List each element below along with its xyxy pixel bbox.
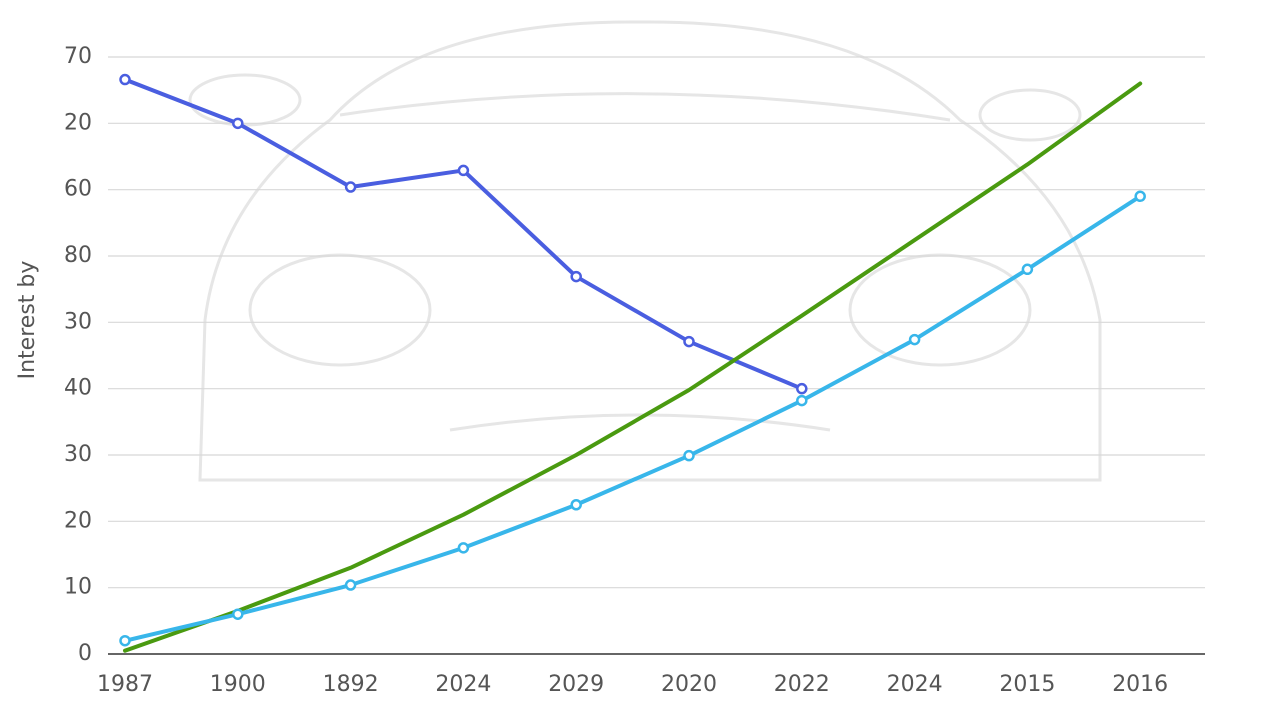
y-tick-label: 80 — [64, 243, 92, 268]
series-line — [123, 81, 1143, 653]
data-point — [344, 579, 357, 591]
y-tick-label: 70 — [64, 44, 92, 69]
series-line — [123, 77, 804, 391]
y-tick-label: 60 — [64, 177, 92, 202]
x-tick-label: 2020 — [661, 672, 717, 697]
x-tick-label: 1892 — [323, 672, 379, 697]
series-line — [123, 194, 1143, 643]
data-point — [344, 181, 357, 193]
data-point — [570, 270, 582, 283]
data-point — [119, 634, 131, 647]
data-point — [796, 394, 808, 407]
data-point — [908, 333, 921, 346]
data-point — [683, 335, 695, 348]
y-tick-label: 20 — [64, 508, 92, 533]
x-tick-label: 2024 — [887, 672, 943, 697]
data-point — [232, 117, 244, 130]
data-point — [1021, 263, 1034, 276]
x-tick-label: 2022 — [774, 672, 830, 697]
x-tick-label: 2024 — [435, 672, 491, 697]
background-sketch — [188, 20, 1102, 482]
x-tick-label: 2029 — [548, 672, 604, 697]
x-tick-label: 1900 — [210, 672, 266, 697]
y-tick-label: 30 — [64, 442, 92, 467]
data-point — [683, 449, 695, 462]
y-tick-label: 40 — [64, 376, 92, 401]
data-point — [119, 73, 131, 86]
data-point — [570, 499, 582, 511]
y-axis-label: Interest by — [15, 261, 40, 380]
data-point — [457, 164, 470, 177]
x-tick-label: 2016 — [1112, 672, 1168, 697]
y-tick-label: 20 — [64, 110, 92, 135]
y-tick-label: 0 — [78, 641, 92, 666]
data-point — [232, 608, 244, 620]
data-point — [796, 382, 808, 395]
x-tick-label: 2015 — [999, 672, 1055, 697]
data-point — [1134, 190, 1146, 203]
y-tick-label: 30 — [64, 309, 92, 334]
y-tick-label: 10 — [64, 575, 92, 600]
data-point — [457, 542, 470, 554]
x-tick-label: 1987 — [97, 672, 153, 697]
